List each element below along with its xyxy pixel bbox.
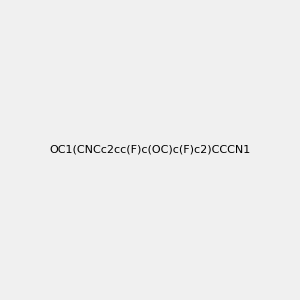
Text: OC1(CNCc2cc(F)c(OC)c(F)c2)CCCN1: OC1(CNCc2cc(F)c(OC)c(F)c2)CCCN1 xyxy=(50,145,250,155)
